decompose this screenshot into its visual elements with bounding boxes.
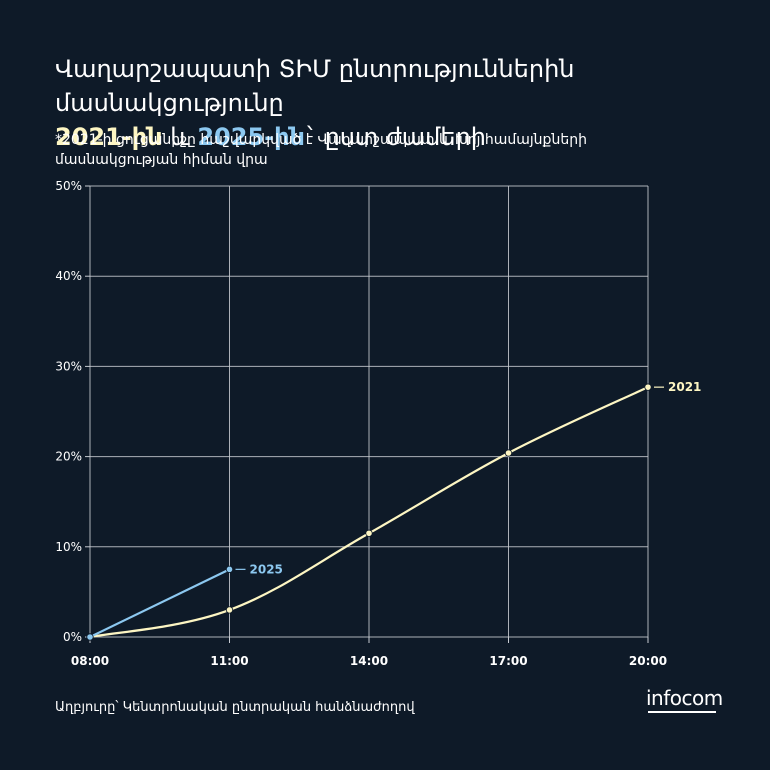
series-line-2025 [89, 568, 230, 638]
data-point-2021 [365, 529, 373, 537]
x-tick-label: 14:00 [350, 654, 388, 668]
x-tick-label: 17:00 [489, 654, 527, 668]
data-point-2021 [225, 606, 234, 614]
y-tick-label: 0% [63, 630, 82, 644]
title-tail: ` ըստ ժամերի [304, 123, 487, 151]
y-tick-label: 20% [55, 450, 82, 464]
infocom-logo: infocom [646, 686, 723, 710]
chart-title: Վաղարշապատի ՏԻՄ ընտրություններին մասնակց… [55, 52, 735, 154]
series-label-2021: 2021 [668, 380, 701, 394]
y-tick-label: 50% [55, 179, 82, 193]
footnote: *2021-ի ցուցանիշը հաշվարկված է Վաղարշապա… [55, 132, 587, 168]
data-point-2025 [225, 565, 234, 573]
data-point-2021 [644, 383, 652, 391]
title-conjunction: և [162, 123, 198, 151]
y-tick-label: 10% [55, 540, 82, 554]
series-label-2025: 2025 [250, 562, 283, 576]
data-point-2021 [504, 449, 513, 457]
y-tick-label: 40% [55, 269, 82, 283]
title-year-2021: 2021-ին [55, 123, 163, 151]
source-text: Աղբյուրը՝ Կենտրոնական ընտրական հանձնաժող… [55, 700, 415, 715]
title-line1: Վաղարշապատի ՏԻՄ ընտրություններին մասնակց… [55, 55, 575, 117]
x-tick-label: 20:00 [629, 654, 667, 668]
logo-underline [648, 711, 716, 713]
x-tick-label: 11:00 [210, 654, 248, 668]
y-tick-label: 30% [55, 359, 82, 373]
title-year-2025: 2025-ին [197, 123, 305, 151]
data-point-2025 [86, 633, 94, 641]
x-tick-label: 08:00 [71, 654, 109, 668]
